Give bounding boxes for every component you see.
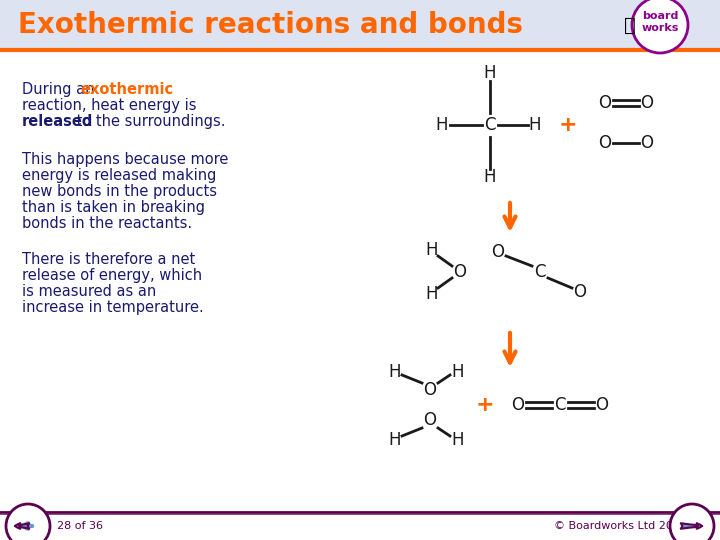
Text: O: O <box>423 381 436 399</box>
Text: C: C <box>554 396 566 414</box>
Text: H: H <box>389 363 401 381</box>
Text: board
works: board works <box>642 11 679 33</box>
Text: O: O <box>641 94 654 112</box>
Text: +: + <box>476 395 495 415</box>
Text: H: H <box>484 168 496 186</box>
Text: to the surroundings.: to the surroundings. <box>72 114 225 129</box>
Text: H: H <box>484 64 496 82</box>
Text: released: released <box>22 114 94 129</box>
Text: O: O <box>454 263 467 281</box>
Text: O: O <box>492 243 505 261</box>
Text: H: H <box>426 241 438 259</box>
Text: release of energy, which: release of energy, which <box>22 268 202 283</box>
Text: bonds in the reactants.: bonds in the reactants. <box>22 216 192 231</box>
Text: energy is released making: energy is released making <box>22 168 217 183</box>
Text: H: H <box>426 285 438 303</box>
Text: 📋: 📋 <box>624 16 636 35</box>
Text: is measured as an: is measured as an <box>22 284 156 299</box>
Text: than is taken in breaking: than is taken in breaking <box>22 200 205 215</box>
Text: increase in temperature.: increase in temperature. <box>22 300 204 315</box>
Text: C: C <box>485 116 496 134</box>
Text: H: H <box>451 363 464 381</box>
Text: During an: During an <box>22 82 99 97</box>
Text: reaction, heat energy is: reaction, heat energy is <box>22 98 197 113</box>
Text: There is therefore a net: There is therefore a net <box>22 252 195 267</box>
Text: H: H <box>389 431 401 449</box>
Text: +: + <box>559 115 577 135</box>
Text: O: O <box>423 411 436 429</box>
Text: O: O <box>641 134 654 152</box>
Text: O: O <box>598 94 611 112</box>
FancyBboxPatch shape <box>0 512 720 540</box>
Circle shape <box>670 504 714 540</box>
Circle shape <box>6 504 50 540</box>
Text: exothermic: exothermic <box>80 82 173 97</box>
Text: O: O <box>595 396 608 414</box>
Text: This happens because more: This happens because more <box>22 152 228 167</box>
Circle shape <box>632 0 688 53</box>
FancyBboxPatch shape <box>0 0 720 50</box>
Text: © Boardworks Ltd 2009: © Boardworks Ltd 2009 <box>554 521 686 531</box>
Text: 28 of 36: 28 of 36 <box>57 521 103 531</box>
Text: H: H <box>528 116 541 134</box>
Text: new bonds in the products: new bonds in the products <box>22 184 217 199</box>
Text: O: O <box>511 396 524 414</box>
Text: C: C <box>534 263 546 281</box>
Text: O: O <box>574 283 587 301</box>
Text: Exothermic reactions and bonds: Exothermic reactions and bonds <box>18 11 523 39</box>
Text: H: H <box>451 431 464 449</box>
Text: H: H <box>436 116 449 134</box>
Text: O: O <box>598 134 611 152</box>
